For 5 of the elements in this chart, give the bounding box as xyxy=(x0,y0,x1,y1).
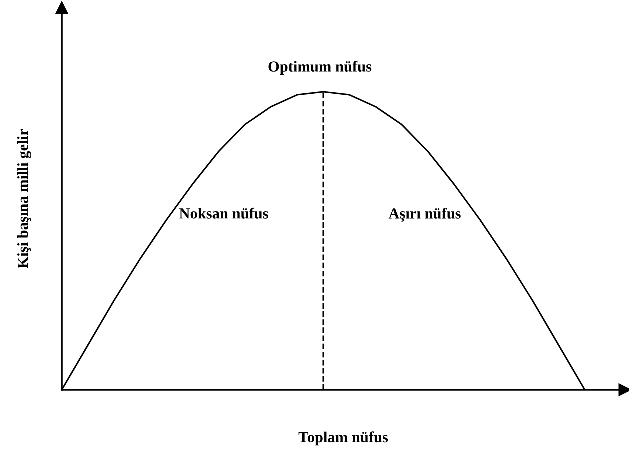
text: Optimum nüfus xyxy=(268,60,372,76)
annotation: Noksan nüfus xyxy=(179,208,268,219)
annotation: Aşırı nüfus xyxy=(388,208,461,222)
x-axis-title: Toplam nüfus xyxy=(298,432,388,446)
y-axis-title: Kişi başına milli gelir xyxy=(17,130,32,269)
